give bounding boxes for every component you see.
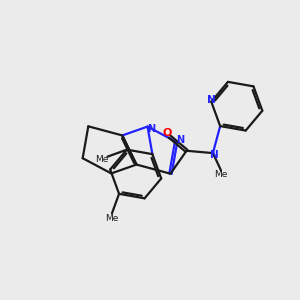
- Text: N: N: [207, 95, 216, 105]
- Text: O: O: [163, 128, 172, 138]
- Text: Me: Me: [105, 214, 119, 223]
- Text: Me: Me: [214, 170, 228, 179]
- Text: N: N: [210, 150, 218, 161]
- Text: N: N: [176, 135, 184, 145]
- Text: N: N: [147, 124, 155, 134]
- Text: Me: Me: [95, 154, 109, 164]
